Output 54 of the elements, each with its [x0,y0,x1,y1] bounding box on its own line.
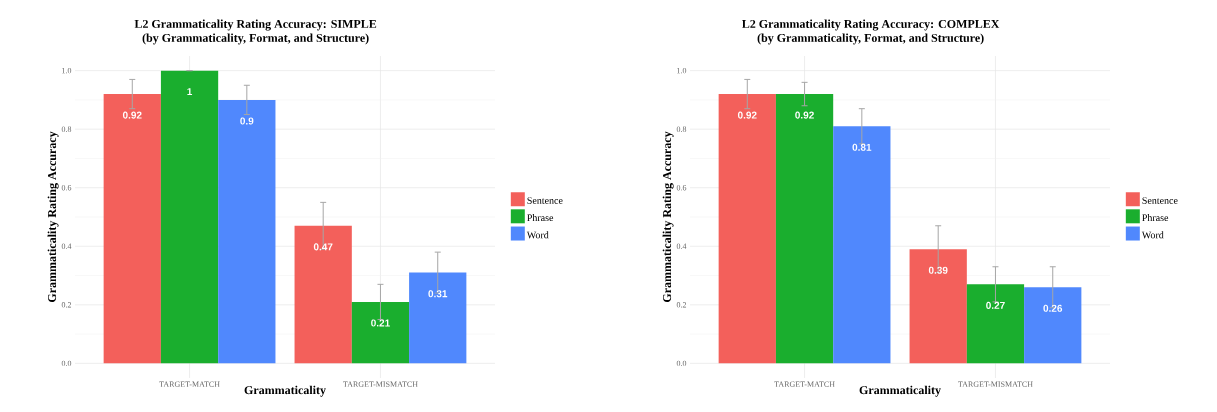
data-label: 0.92 [122,111,142,119]
x-tick-label: TARGET-MISMATCH [958,381,1033,387]
bar [966,284,1025,364]
data-label: 0.26 [1043,304,1063,312]
data-label: 0.21 [371,319,390,327]
legend-label: Phrase [1142,214,1169,222]
y-tick-label: 0.2 [676,302,687,308]
data-label: 0.92 [737,111,757,119]
y-tick-label: 0.6 [676,185,687,191]
bar [103,94,161,364]
bar [294,225,352,364]
legend-label: Sentence [527,197,563,204]
y-tick-label: 0.0 [676,360,687,367]
y-tick-label: 0.8 [61,126,72,132]
y-tick-label: 0.2 [61,302,72,308]
chart-title: L2 Grammaticality Rating Accuracy: SIMPLE [134,19,377,31]
y-tick-label: 0.0 [61,360,72,367]
data-label: 0.92 [795,111,814,119]
x-tick-label: TARGET-MATCH [159,381,220,387]
data-label: 0.9 [240,117,254,125]
data-label: 0.31 [428,290,448,298]
legend-label: Phrase [527,214,554,222]
data-label: 0.81 [852,143,872,151]
y-tick-label: 1.0 [677,67,687,74]
chart-subtitle: (by Grammaticality, Format, and Structure) [142,33,369,45]
bar [775,94,834,364]
data-label: 0.27 [986,301,1005,309]
y-tick-label: 0.6 [61,185,72,191]
bar [409,272,467,364]
y-axis-title: Grammaticality Rating Accuracy [47,131,59,303]
bar [218,99,276,364]
legend-label: Word [526,231,549,239]
bar [1024,287,1082,364]
bar [718,94,776,364]
x-axis-title: Grammaticality [244,385,326,397]
chart-subtitle: (by Grammaticality, Format, and Structure) [757,33,984,45]
x-tick-label: TARGET-MISMATCH [343,381,418,387]
legend-label: Sentence [1142,197,1178,204]
legend-label: Word [1141,231,1164,239]
y-tick-label: 0.4 [676,243,687,249]
bar [833,126,891,364]
y-tick-label: 0.4 [61,243,72,249]
data-label: 0.39 [928,266,948,274]
x-axis-title: Grammaticality [859,385,941,397]
bar [909,249,967,364]
bar [160,70,219,364]
x-tick-label: TARGET-MATCH [774,381,835,387]
y-tick-label: 1.0 [62,67,72,74]
chart-title: L2 Grammaticality Rating Accuracy: COMPLEX [742,19,1000,31]
data-label: 0.47 [313,243,333,251]
bar [351,301,410,364]
data-label: 1 [187,88,193,96]
y-axis-title: Grammaticality Rating Accuracy [662,131,674,303]
y-tick-label: 0.8 [676,126,687,132]
